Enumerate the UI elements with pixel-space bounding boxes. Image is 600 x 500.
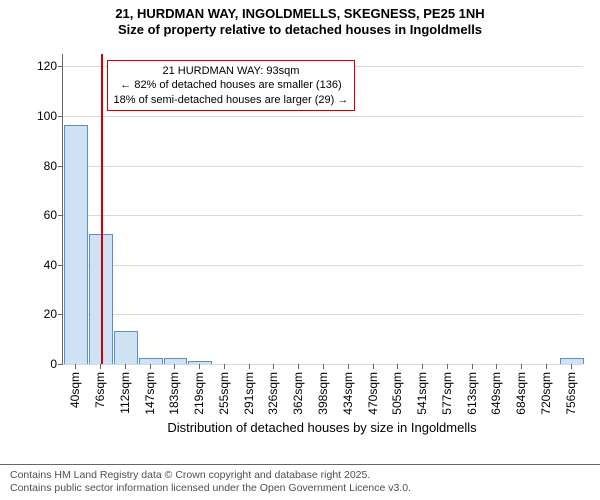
gridline [63, 314, 583, 315]
bar [114, 331, 138, 364]
ytick-label: 0 [50, 357, 57, 371]
xtick-label: 112sqm [118, 372, 132, 414]
gridline [63, 215, 583, 216]
xtick-mark [199, 364, 200, 369]
ytick-label: 20 [44, 307, 57, 321]
chart-title: 21, HURDMAN WAY, INGOLDMELLS, SKEGNESS, … [0, 0, 600, 39]
xtick-label: 398sqm [316, 372, 330, 415]
xtick-label: 649sqm [489, 372, 503, 415]
xtick-label: 577sqm [440, 372, 454, 415]
xtick-label: 362sqm [291, 372, 305, 415]
xtick-label: 434sqm [341, 372, 355, 415]
footer-attribution: Contains HM Land Registry data © Crown c… [0, 464, 600, 500]
ytick-label: 40 [44, 258, 57, 272]
ytick-mark [58, 166, 63, 167]
xtick-mark [249, 364, 250, 369]
xtick-mark [373, 364, 374, 369]
xtick-mark [150, 364, 151, 369]
xtick-label: 219sqm [192, 372, 206, 415]
xtick-mark [273, 364, 274, 369]
xtick-mark [472, 364, 473, 369]
annotation-line: 18% of semi-detached houses are larger (… [114, 93, 349, 107]
ytick-label: 100 [37, 109, 57, 123]
xtick-mark [125, 364, 126, 369]
xtick-mark [571, 364, 572, 369]
gridline [63, 166, 583, 167]
xtick-label: 291sqm [242, 372, 256, 415]
xtick-label: 470sqm [366, 372, 380, 415]
annotation-line: ← 82% of detached houses are smaller (13… [114, 78, 349, 92]
x-axis-title: Distribution of detached houses by size … [62, 420, 582, 435]
xtick-mark [323, 364, 324, 369]
title-line-1: 21, HURDMAN WAY, INGOLDMELLS, SKEGNESS, … [0, 6, 600, 22]
bar [560, 358, 584, 364]
xtick-mark [348, 364, 349, 369]
ytick-label: 60 [44, 208, 57, 222]
plot-area: 02040608010012040sqm76sqm112sqm147sqm183… [62, 54, 583, 365]
ytick-mark [58, 116, 63, 117]
xtick-mark [224, 364, 225, 369]
footer-line-1: Contains HM Land Registry data © Crown c… [10, 469, 600, 483]
xtick-mark [496, 364, 497, 369]
xtick-label: 756sqm [564, 372, 578, 415]
xtick-label: 720sqm [539, 372, 553, 415]
ytick-mark [58, 314, 63, 315]
xtick-label: 147sqm [143, 372, 157, 415]
gridline [63, 116, 583, 117]
xtick-mark [447, 364, 448, 369]
ytick-mark [58, 265, 63, 266]
xtick-label: 613sqm [465, 372, 479, 415]
xtick-label: 40sqm [68, 372, 82, 408]
xtick-mark [100, 364, 101, 369]
xtick-label: 255sqm [217, 372, 231, 415]
ytick-label: 120 [37, 59, 57, 73]
xtick-label: 541sqm [415, 372, 429, 415]
xtick-mark [521, 364, 522, 369]
xtick-mark [546, 364, 547, 369]
xtick-mark [174, 364, 175, 369]
ytick-label: 80 [44, 159, 57, 173]
xtick-label: 684sqm [514, 372, 528, 415]
footer-line-2: Contains public sector information licen… [10, 482, 600, 496]
ytick-mark [58, 364, 63, 365]
xtick-mark [75, 364, 76, 369]
bar [64, 125, 88, 364]
xtick-label: 183sqm [167, 372, 181, 415]
gridline [63, 265, 583, 266]
title-line-2: Size of property relative to detached ho… [0, 22, 600, 38]
annotation-box: 21 HURDMAN WAY: 93sqm← 82% of detached h… [107, 60, 356, 111]
ytick-mark [58, 215, 63, 216]
annotation-label: 21 HURDMAN WAY: 93sqm [114, 64, 349, 78]
chart-area: 0 20 40 60 80 100 120 40sqm 76sqm 112sqm 147sqm 183… [0, 44, 600, 442]
marker-line [101, 54, 103, 364]
ytick-mark [58, 66, 63, 67]
bar [164, 358, 188, 364]
bar [139, 358, 163, 364]
xtick-mark [422, 364, 423, 369]
xtick-mark [397, 364, 398, 369]
xtick-mark [298, 364, 299, 369]
xtick-label: 326sqm [266, 372, 280, 415]
xtick-label: 76sqm [93, 372, 107, 408]
xtick-label: 505sqm [390, 372, 404, 415]
